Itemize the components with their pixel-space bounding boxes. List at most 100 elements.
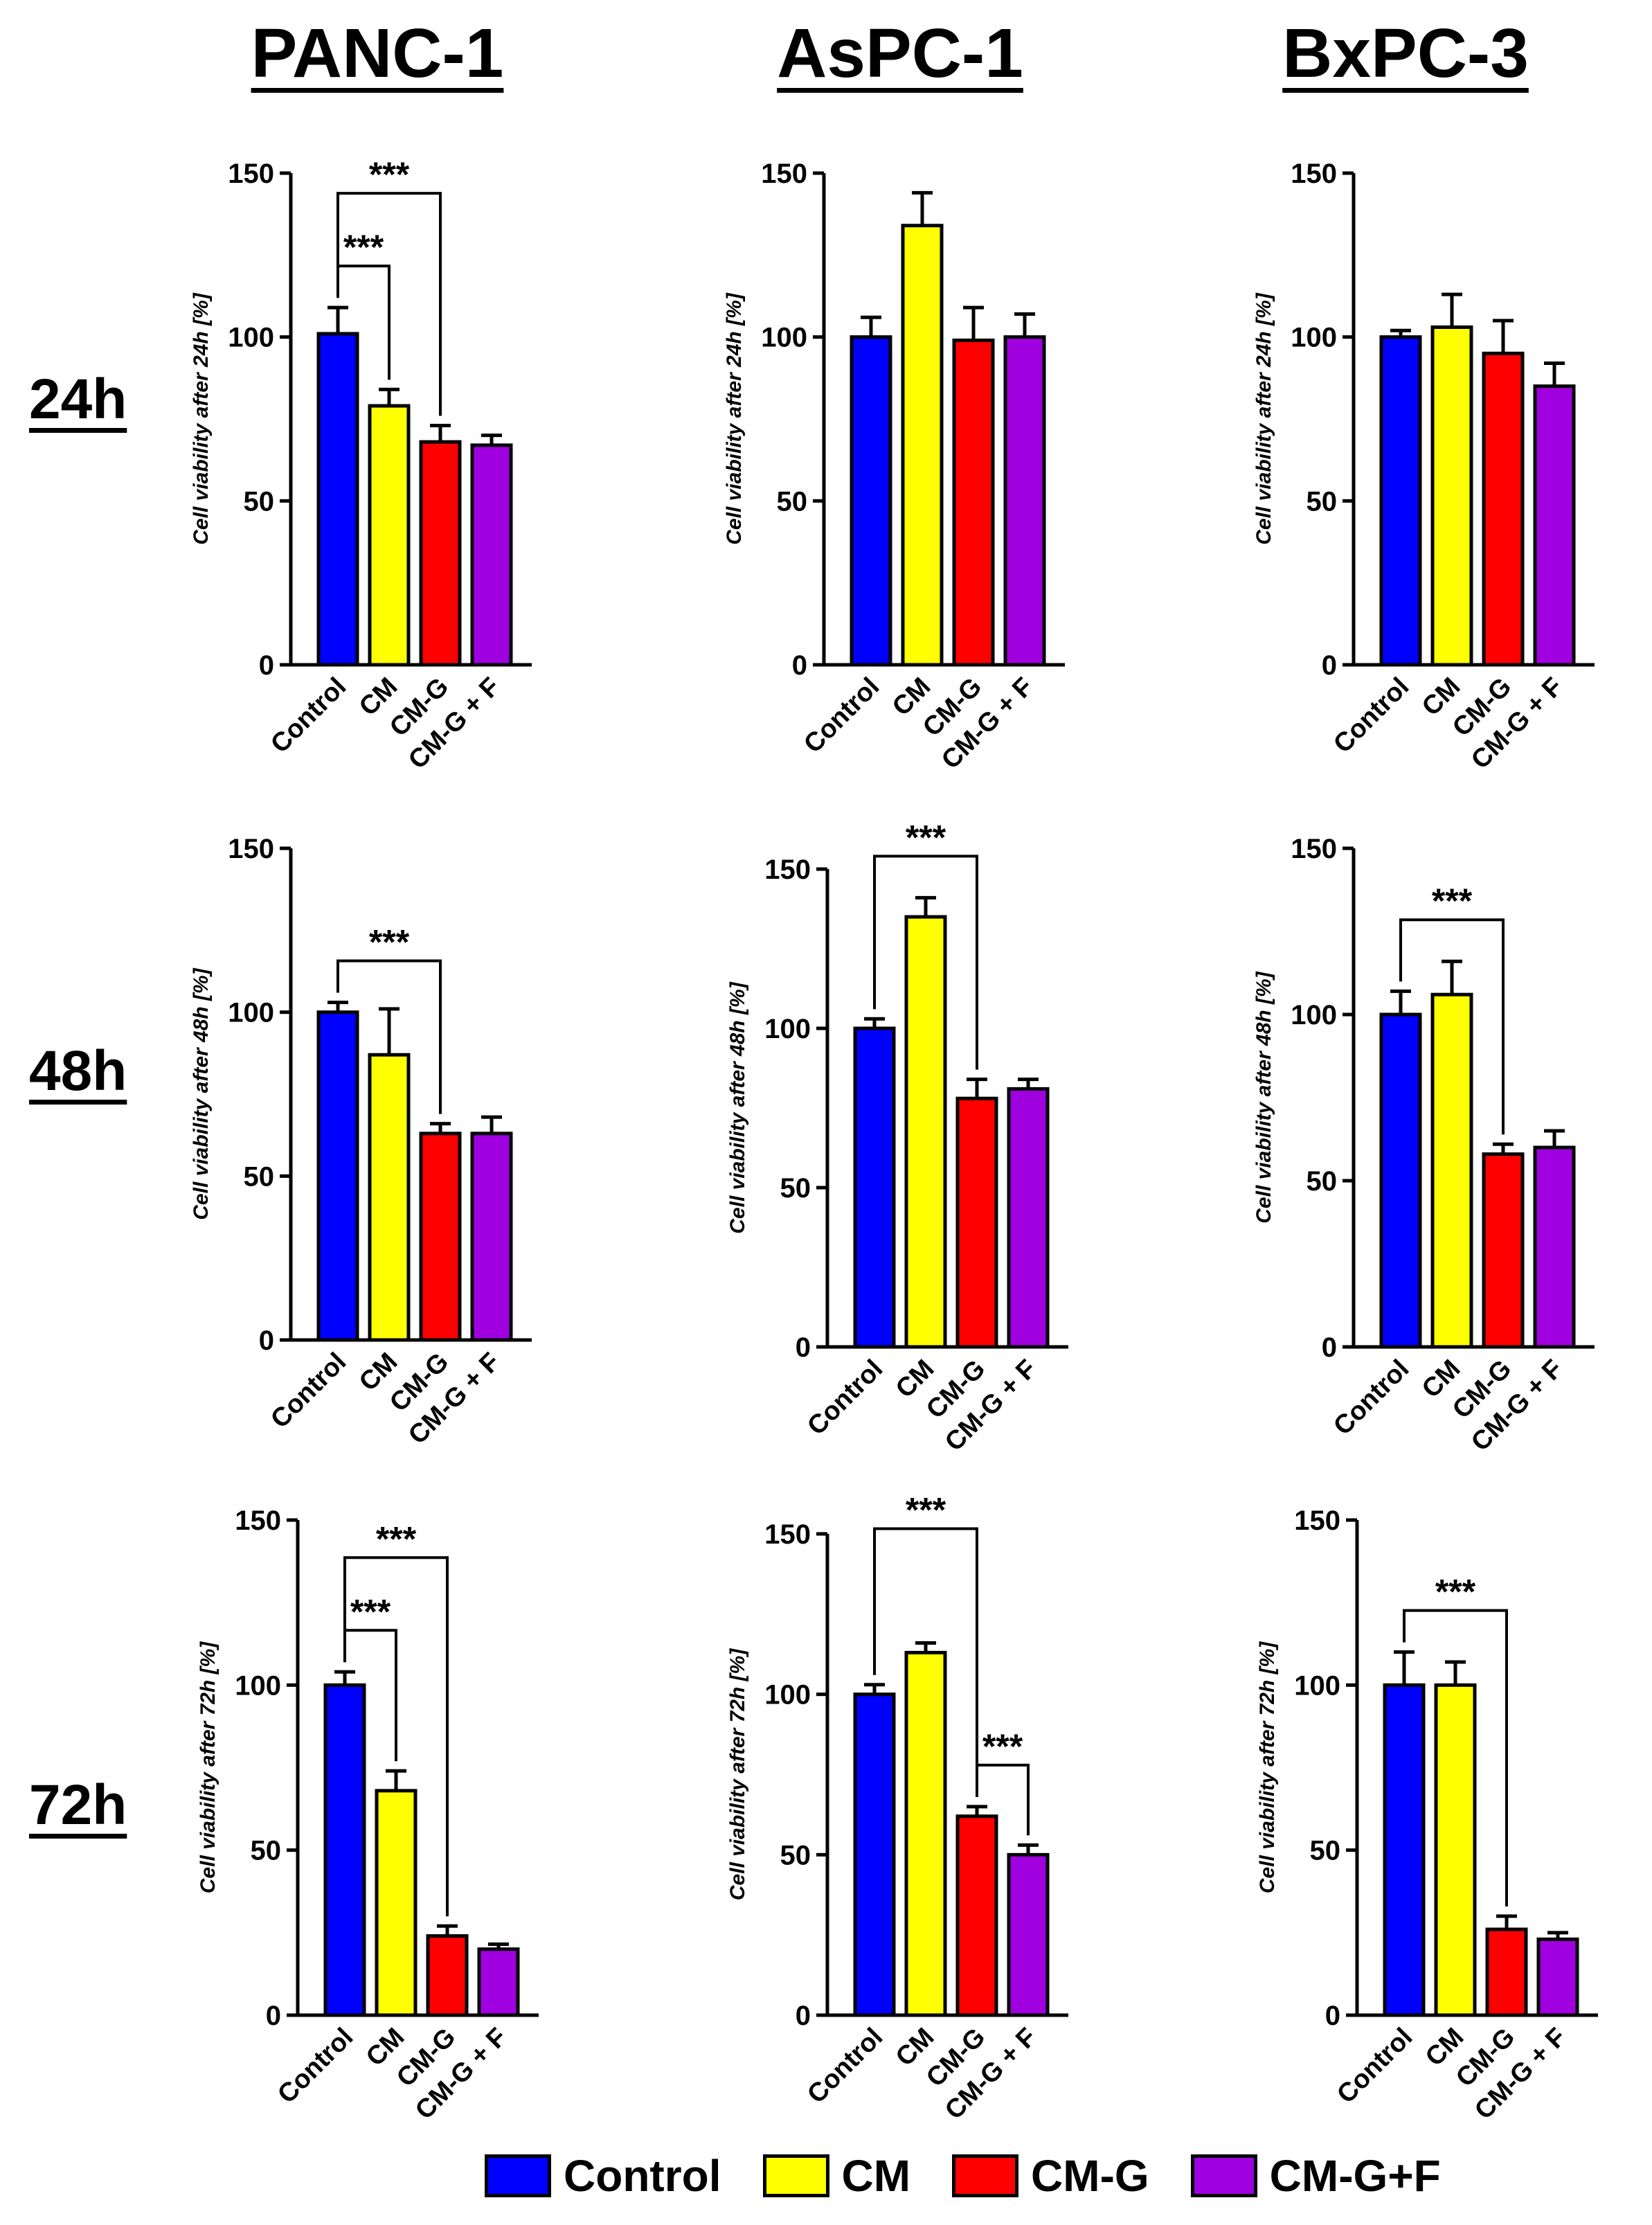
chart-panel: 0 50 100 150 Cell viability after 24h [%] Con… [1253,159,1595,775]
bar [1434,1683,1477,2017]
bar [1007,1087,1050,1349]
y-tick-label: 150 [228,159,274,189]
legend-label-cm-g: CM-G [1031,2151,1149,2201]
bar [1482,1152,1525,1349]
y-tick-label: 100 [1291,1000,1337,1030]
y-axis-label: Cell viability after 24h [%] [190,292,213,544]
bar [1533,384,1576,667]
chart-panel: 0 50 100 150 Cell viability after 24h [%] Con… [190,155,532,775]
y-tick-label: 100 [761,323,807,353]
y-axis-label: Cell viability after 24h [%] [1253,292,1275,544]
row-title-72h: 72h [29,1773,127,1837]
bar [1533,1145,1576,1349]
y-tick-label: 150 [235,1505,281,1536]
bar [477,1947,520,2017]
y-tick-label: 150 [761,159,807,189]
x-tick-label: Control [265,1348,352,1434]
legend-item-cm-g: CM-G [952,2150,1149,2201]
y-tick-label: 150 [764,855,811,885]
legend-item-cm-g-f: CM-G+F [1190,2150,1441,2201]
significance-bracket [873,855,978,1070]
y-axis-label: Cell viability after 48h [%] [726,981,749,1233]
x-tick-label: Control [272,2023,359,2109]
y-tick-label: 50 [251,1836,282,1866]
bar [368,404,411,667]
bar [323,1683,366,2017]
bar [955,1096,998,1349]
y-tick-label: 0 [259,1325,274,1356]
bar [904,915,947,1349]
significance-label: *** [906,1491,946,1530]
bar [419,1132,462,1342]
bar [952,338,995,667]
bar [904,1650,947,2017]
chart-panel: 0 50 100 150 Cell viability after 72h [%] Con… [726,1491,1068,2125]
bar [1430,325,1473,667]
bar [1430,992,1473,1349]
legend-label-control: Control [564,2151,721,2201]
y-tick-label: 50 [1310,1836,1341,1866]
significance-bracket [336,192,442,416]
y-tick-label: 50 [1307,1166,1338,1197]
bar [1485,1927,1528,2017]
significance-label: *** [906,818,946,857]
x-tick-label: Control [265,672,352,759]
legend-label-cm-g-f: CM-G+F [1269,2151,1441,2201]
bar [901,224,944,667]
y-tick-label: 100 [764,1680,811,1710]
y-tick-label: 0 [266,2001,281,2031]
significance-bracket [1403,1609,1508,1906]
chart-panel: 0 50 100 150 Cell viability after 48h [%] Con… [726,818,1068,1457]
y-tick-label: 150 [1291,159,1337,189]
chart-panel: 0 50 100 150 Cell viability after 48h [%] Con… [190,834,532,1450]
y-axis-label: Cell viability after 48h [%] [190,967,213,1219]
bar [316,332,359,667]
y-tick-label: 150 [228,834,274,864]
y-axis-label: Cell viability after 48h [%] [1253,971,1275,1223]
y-tick-label: 50 [780,1840,811,1870]
y-tick-label: 0 [796,1332,811,1363]
y-tick-label: 100 [764,1014,811,1044]
bar [419,440,462,667]
y-tick-label: 0 [792,650,807,681]
y-tick-label: 100 [228,323,274,353]
row-title-24h: 24h [29,368,127,431]
x-tick-label: Control [802,1355,888,1441]
y-axis-label: Cell viability after 24h [%] [723,292,746,544]
y-axis-label: Cell viability after 72h [%] [197,1641,219,1893]
y-tick-label: 50 [780,1173,811,1204]
bar [955,1814,998,2017]
bar [316,1010,359,1342]
legend-item-cm: CM [762,2150,911,2201]
y-tick-label: 100 [1294,1670,1340,1701]
x-tick-label: Control [1328,672,1415,759]
legend-swatch-cm-g-f [1190,2154,1257,2197]
bar [1379,335,1422,667]
y-tick-label: 0 [259,650,274,681]
y-tick-label: 50 [244,1161,275,1192]
significance-label: *** [343,228,384,267]
bar [470,443,513,667]
x-tick-label: Control [802,2023,888,2109]
legend-label-cm: CM [841,2151,911,2201]
y-tick-label: 100 [235,1670,281,1701]
legend-swatch-control [485,2154,551,2197]
significance-label: *** [376,1519,417,1558]
bar [853,1692,896,2017]
chart-panel: 0 50 100 150 Cell viability after 48h [%] Con… [1253,834,1595,1457]
chart-panel: 0 50 100 150 Cell viability after 72h [%] Con… [197,1505,539,2125]
bar [1536,1937,1579,2017]
bar [850,335,892,667]
legend-swatch-cm-g [952,2154,1019,2197]
chart-panel: 0 50 100 150 Cell viability after 24h [%] Con… [723,159,1065,775]
y-tick-label: 0 [1325,2001,1340,2031]
y-axis-label: Cell viability after 72h [%] [1256,1641,1279,1893]
column-title-panc1: PANC-1 [251,15,504,92]
chart-panel: 0 50 100 150 Cell viability after 72h [%] Con… [1256,1505,1598,2125]
y-tick-label: 0 [1322,650,1337,681]
y-tick-label: 50 [1307,486,1338,517]
significance-label: *** [350,1592,391,1631]
y-tick-label: 0 [1322,1332,1337,1363]
y-tick-label: 150 [764,1519,811,1550]
